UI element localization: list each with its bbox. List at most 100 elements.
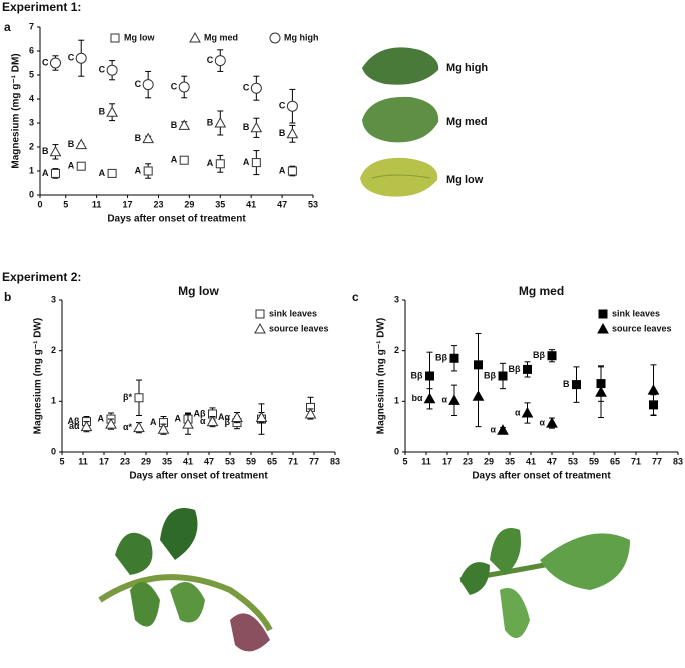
x-tick-label: 29 [184, 199, 194, 209]
x-tick-label: 47 [547, 456, 557, 466]
x-tick-label: 29 [484, 456, 494, 466]
x-tick-label: 11 [78, 456, 88, 466]
x-tick-label: 83 [330, 456, 340, 466]
y-tick-label: 1 [51, 396, 56, 406]
significance-letter: C [207, 55, 214, 65]
point [251, 158, 261, 168]
legend-marker [255, 309, 265, 319]
legend-marker [598, 309, 608, 319]
point [106, 106, 118, 117]
x-tick-label: 59 [246, 456, 256, 466]
y-tick-label: 3 [394, 294, 399, 304]
significance-letter: C [279, 101, 286, 111]
x-tick-label: 83 [673, 456, 683, 466]
y-axis-label: Magnesium (mg g⁻¹ DM) [11, 53, 22, 168]
significance-letter: C [135, 79, 142, 89]
point [215, 159, 225, 169]
significance-letter: Aβ [68, 416, 80, 426]
y-tick-label: 7 [29, 21, 34, 31]
point [106, 64, 118, 76]
significance-letter: Bβ [509, 364, 521, 374]
significance-letter: A [98, 413, 105, 423]
significance-letter: B [42, 146, 49, 156]
x-tick-label: 5 [59, 456, 64, 466]
point [647, 384, 660, 395]
point [231, 411, 243, 423]
x-tick-label: 47 [277, 199, 287, 209]
significance-letter: B [135, 133, 142, 143]
point [423, 392, 436, 404]
point [75, 52, 87, 64]
y-tick-label: 2 [29, 141, 34, 151]
x-tick-label: 59 [589, 456, 599, 466]
legend-marker [189, 31, 201, 43]
x-tick-label: 71 [631, 456, 641, 466]
point [250, 82, 262, 94]
point [250, 121, 263, 133]
y-tick-label: 2 [51, 345, 56, 355]
significance-letter: β [225, 417, 231, 427]
significance-letter: A [68, 161, 75, 171]
significance-letter: α [490, 425, 496, 435]
point [142, 132, 155, 144]
point [547, 351, 557, 361]
significance-letter: Bβ [411, 370, 423, 380]
point [105, 418, 117, 429]
significance-letter: β* [123, 392, 132, 402]
significance-letter: B [171, 120, 178, 130]
chart-title: Mg med [519, 284, 564, 298]
legend-label: sink leaves [269, 308, 317, 318]
y-tick-label: 2 [394, 345, 399, 355]
point [572, 380, 581, 390]
point [142, 79, 154, 91]
panel-label: c [352, 290, 359, 304]
significance-letter: C [42, 57, 49, 67]
significance-letter: A [243, 157, 250, 167]
chart-title: Mg low [178, 284, 219, 298]
panel-label: a [4, 20, 11, 34]
significance-letter: Bβ [533, 350, 545, 360]
x-axis-label: Days after onset of treatment [107, 214, 246, 225]
legend-marker [110, 33, 120, 43]
significance-letter: C [99, 65, 106, 75]
y-tick-label: 4 [29, 93, 34, 103]
point [286, 127, 299, 139]
leaf-label: Mg med [446, 116, 488, 128]
point [179, 155, 189, 165]
significance-letter: A [135, 165, 142, 175]
point [595, 386, 607, 397]
y-tick-label: 0 [51, 446, 56, 456]
point [182, 418, 194, 429]
x-tick-label: 23 [153, 199, 163, 209]
point [498, 371, 508, 381]
significance-letter: A [171, 155, 178, 165]
y-tick-label: 1 [29, 165, 34, 175]
experiment-label: Experiment 1: [2, 0, 81, 14]
y-tick-label: 0 [394, 446, 399, 456]
point [214, 116, 227, 128]
significance-letter: B [563, 379, 570, 389]
point [523, 364, 532, 374]
x-tick-label: 53 [568, 456, 578, 466]
point [497, 424, 509, 435]
x-axis-label: Days after onset of treatment [472, 471, 611, 482]
point [546, 417, 558, 428]
x-tick-label: 41 [526, 456, 536, 466]
x-tick-label: 53 [308, 199, 318, 209]
point [521, 406, 534, 418]
legend-label: Mg low [124, 32, 155, 42]
legend-label: source leaves [612, 323, 672, 333]
significance-letter: C [68, 53, 75, 63]
point [178, 81, 190, 93]
legend-label: source leaves [269, 323, 329, 333]
significance-letter: A [175, 413, 182, 423]
point [178, 119, 191, 130]
point [286, 100, 298, 112]
point [157, 423, 170, 434]
point [49, 145, 62, 157]
significance-letter: B [99, 107, 106, 117]
leaf-label: Mg high [446, 62, 488, 74]
y-tick-label: 6 [29, 45, 34, 55]
significance-letter: aα [69, 421, 80, 431]
significance-letter: Bβ [484, 370, 496, 380]
